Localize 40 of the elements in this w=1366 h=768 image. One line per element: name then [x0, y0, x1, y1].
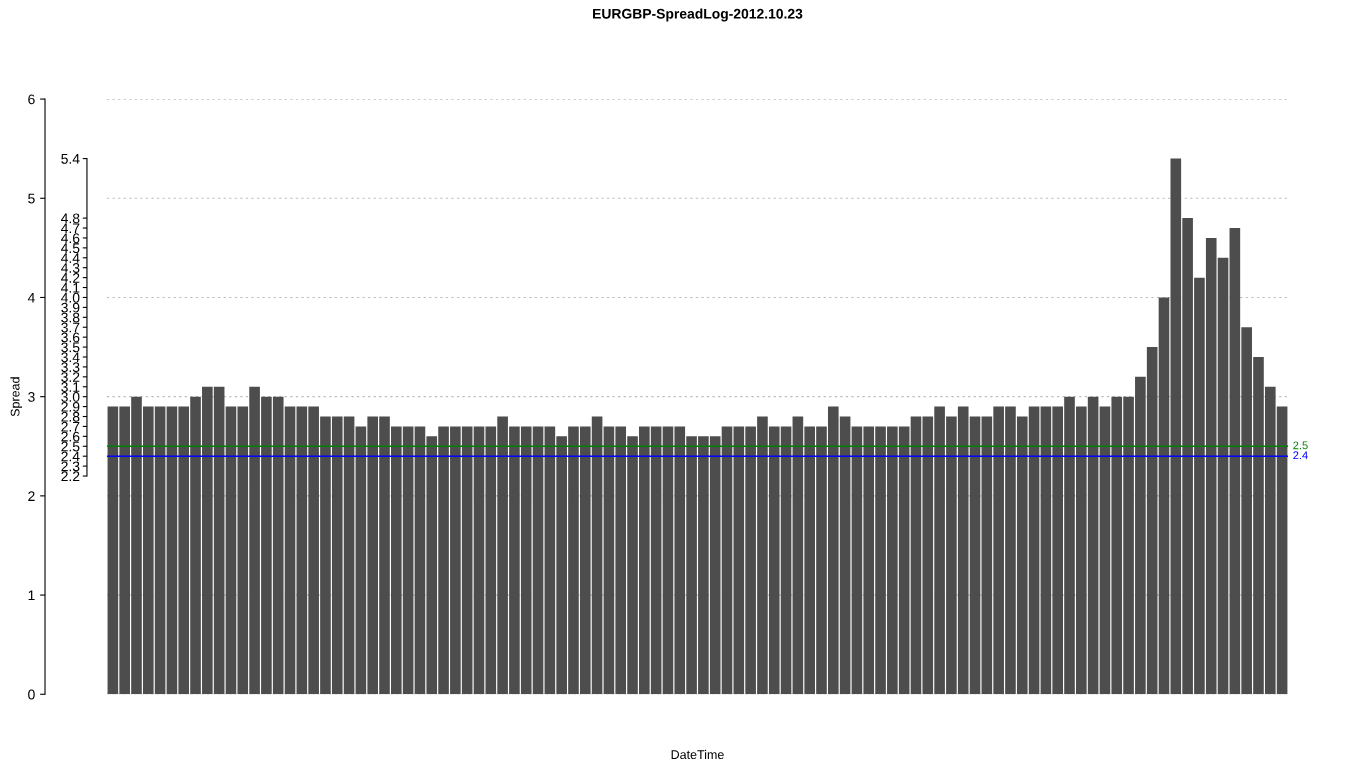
y-tick-label: 3 — [28, 392, 35, 402]
y2-tick-label: 2.3 — [61, 461, 80, 472]
y2-tick-label: 4.3 — [61, 263, 80, 273]
y2-tick-label: 3.1 — [61, 382, 80, 392]
y2-tick-label: 2.6 — [61, 431, 80, 442]
y2-tick-label: 4.2 — [61, 272, 80, 283]
y2-tick-label: 3.3 — [61, 362, 80, 373]
y2-tick-label: 3.7 — [61, 322, 80, 333]
y-tick-label: 0 — [28, 689, 35, 700]
y2-tick-label: 3.9 — [61, 302, 80, 313]
y2-tick-label: 4.1 — [61, 283, 80, 293]
y2-tick-label: 3.5 — [61, 342, 80, 353]
y-axis-title: Spread — [10, 377, 23, 417]
y2-tick-label: 4.8 — [61, 213, 80, 224]
y2-tick-label: 4.7 — [61, 223, 80, 234]
y2-tick-label: 4.4 — [61, 253, 80, 263]
y2-tick-label: 2.8 — [61, 411, 80, 422]
y2-tick-label: 3.2 — [61, 372, 80, 382]
y2-tick-label: 3.6 — [61, 332, 80, 343]
y2-tick-label: 2.2 — [61, 471, 80, 482]
y2-tick-label: 2.4 — [61, 451, 80, 462]
y2-tick-label: 5.4 — [61, 154, 80, 164]
y2-tick-label: 3.4 — [61, 352, 80, 363]
ref-line-label: 2.4 — [1293, 451, 1308, 460]
y-tick-label: 1 — [28, 590, 35, 601]
y-tick-label: 6 — [28, 94, 35, 105]
y2-tick-label: 4.0 — [61, 292, 80, 303]
y-tick-label: 5 — [28, 193, 35, 204]
y2-tick-label: 4.5 — [61, 243, 80, 254]
chart-title: EURGBP-SpreadLog-2012.10.23 — [593, 8, 803, 22]
x-axis-title: DateTime — [671, 749, 724, 760]
y2-tick-label: 2.7 — [61, 421, 80, 432]
y2-tick-label: 2.5 — [61, 441, 80, 452]
y-tick-label: 4 — [27, 292, 35, 303]
y2-tick-label: 3.0 — [61, 392, 80, 402]
ref-line-label: 2.5 — [1293, 441, 1308, 450]
y2-tick-label: 3.8 — [61, 312, 80, 323]
y-tick-label: 2 — [28, 491, 35, 501]
y2-tick-label: 4.6 — [61, 233, 80, 244]
y2-tick-label: 2.9 — [61, 401, 80, 412]
